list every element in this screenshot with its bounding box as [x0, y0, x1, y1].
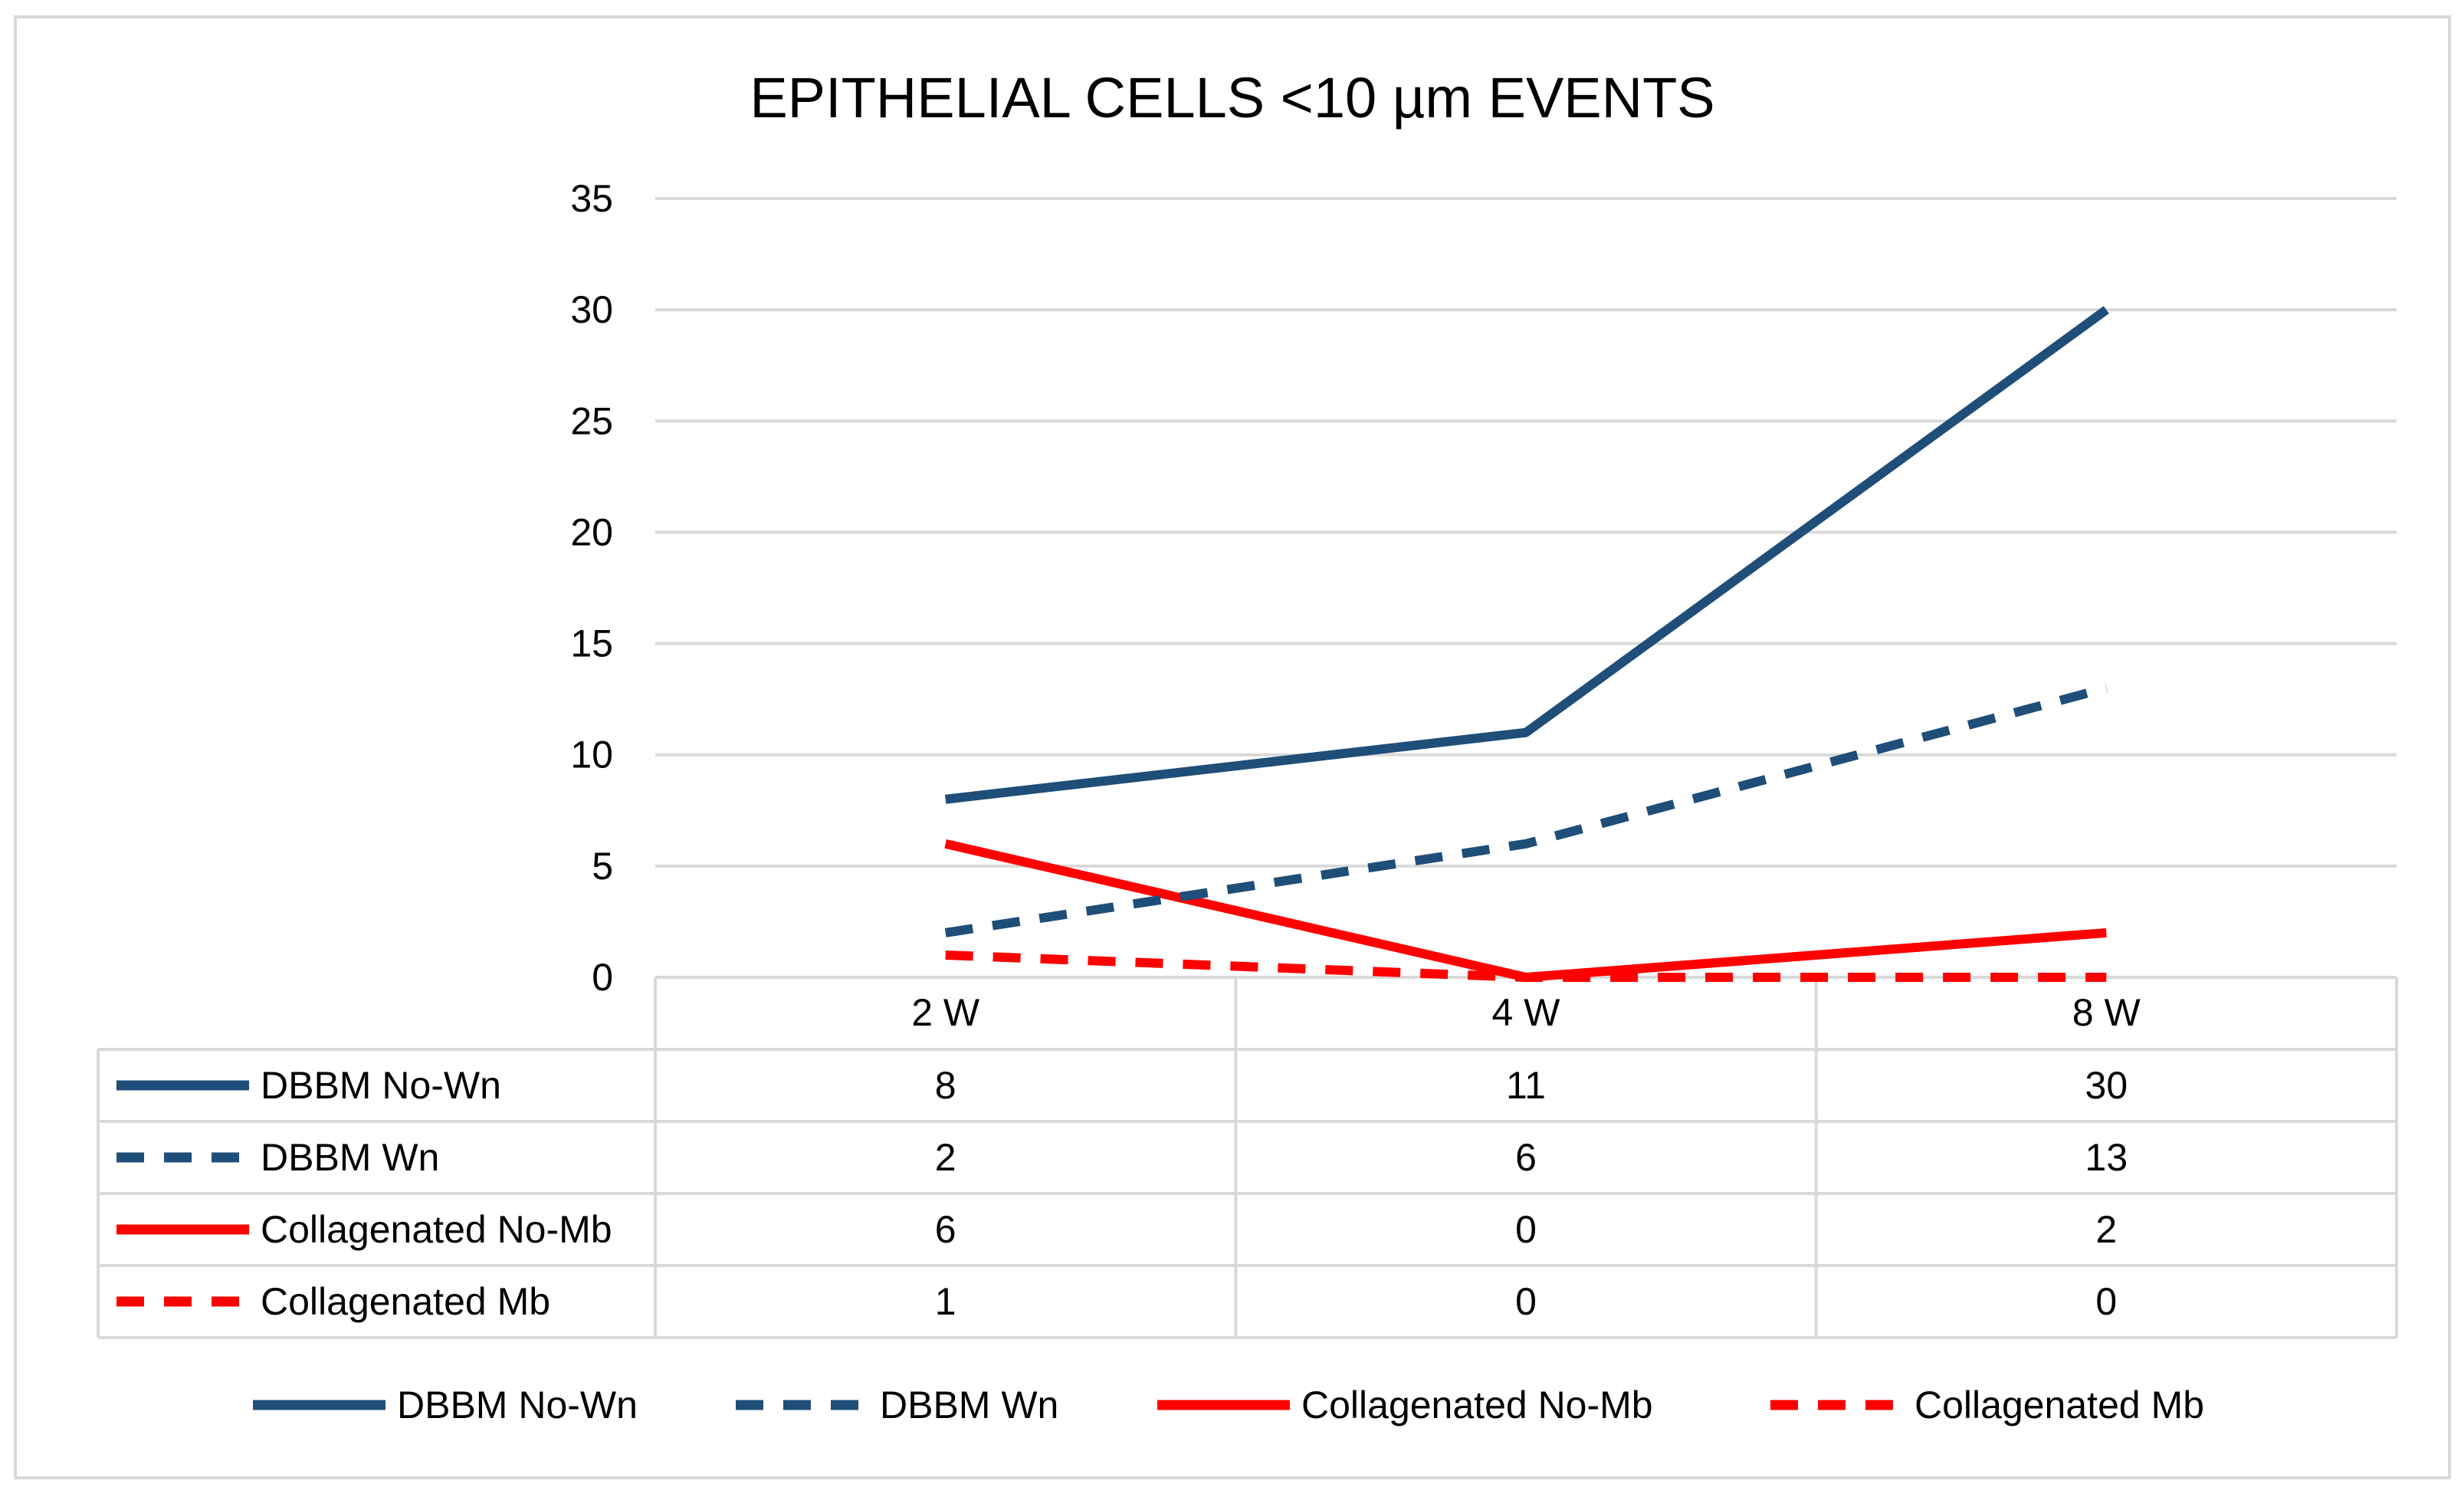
legend-label: DBBM Wn [880, 1384, 1058, 1426]
y-axis-ticks: 0 5 10 15 20 25 30 35 [570, 177, 613, 999]
y-tick-label: 30 [570, 288, 613, 331]
table-cell-value: 0 [1515, 1280, 1537, 1323]
table-cell-value: 1 [935, 1280, 956, 1323]
table-cell-value: 13 [2085, 1136, 2128, 1179]
legend-label: Collagenated No-Mb [1301, 1384, 1653, 1426]
gridlines [655, 197, 2397, 979]
table-row-label: Collagenated Mb [261, 1280, 550, 1323]
legend: DBBM No-Wn DBBM Wn Collagenated No-Mb Colla… [253, 1384, 2204, 1426]
x-category-label: 2 W [911, 991, 980, 1034]
chart-frame [14, 15, 2451, 1479]
y-tick-label: 0 [592, 956, 613, 999]
table-cell-value: 6 [1515, 1136, 1537, 1179]
legend-label: DBBM No-Wn [397, 1384, 638, 1426]
table-cell-value: 0 [2095, 1280, 2117, 1323]
y-tick-label: 20 [570, 510, 613, 553]
table-cell-value: 0 [1515, 1208, 1537, 1251]
series-line-dbbm-no-wn [944, 306, 2109, 804]
y-tick-label: 10 [570, 734, 613, 776]
table-cell-value: 2 [935, 1136, 956, 1179]
table-cell-value: 8 [935, 1064, 956, 1107]
legend-label: Collagenated Mb [1914, 1384, 2204, 1426]
y-tick-label: 35 [570, 177, 613, 220]
table-cell-value: 11 [1506, 1064, 1546, 1107]
data-table: 2 W 4 W 8 W DBBM No-Wn 8 11 30 DBBM Wn 2 6 13 Colla… [97, 976, 2398, 1339]
y-tick-label: 25 [570, 399, 613, 442]
table-row-label: DBBM No-Wn [261, 1064, 501, 1107]
table-cell-value: 30 [2085, 1064, 2128, 1107]
series-lines [944, 306, 2109, 982]
table-row-label: DBBM Wn [261, 1136, 439, 1179]
series-line-collagenated-no-mb [944, 839, 2107, 982]
series-line-dbbm-wn [944, 683, 2108, 937]
x-category-label: 8 W [2072, 991, 2141, 1034]
y-tick-label: 5 [592, 845, 613, 888]
chart-title: EPITHELIAL CELLS <10 µm EVENTS [750, 66, 1714, 130]
y-tick-label: 15 [570, 622, 613, 665]
x-category-label: 4 W [1492, 991, 1561, 1034]
table-row-label: Collagenated No-Mb [261, 1208, 612, 1251]
table-cell-value: 6 [935, 1208, 956, 1251]
table-cell-value: 2 [2095, 1208, 2117, 1251]
